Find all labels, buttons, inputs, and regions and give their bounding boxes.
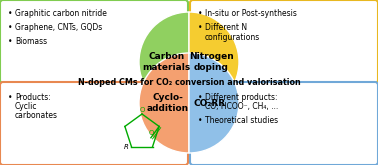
FancyBboxPatch shape bbox=[0, 0, 188, 83]
Text: •: • bbox=[198, 9, 203, 18]
Text: Carbon
materials: Carbon materials bbox=[143, 52, 191, 72]
Wedge shape bbox=[139, 12, 189, 112]
Text: Cyclo-
addition: Cyclo- addition bbox=[147, 93, 189, 113]
Text: CO, HCOO⁻, CH₄, ...: CO, HCOO⁻, CH₄, ... bbox=[205, 102, 278, 111]
Text: CO₂RR: CO₂RR bbox=[194, 99, 226, 108]
Text: Cyclic: Cyclic bbox=[15, 102, 37, 111]
Text: Graphene, CNTs, GQDs: Graphene, CNTs, GQDs bbox=[15, 23, 102, 32]
Text: O: O bbox=[148, 130, 153, 136]
FancyBboxPatch shape bbox=[190, 0, 378, 83]
Text: •: • bbox=[8, 23, 12, 32]
Text: •: • bbox=[198, 116, 203, 125]
Text: •: • bbox=[8, 37, 12, 46]
Text: configurations: configurations bbox=[205, 33, 260, 42]
Text: Different N: Different N bbox=[205, 23, 247, 32]
Wedge shape bbox=[189, 12, 239, 112]
Text: •: • bbox=[8, 93, 12, 102]
Wedge shape bbox=[189, 53, 239, 153]
Text: Graphitic carbon nitride: Graphitic carbon nitride bbox=[15, 9, 107, 18]
Text: •: • bbox=[198, 23, 203, 32]
Text: •: • bbox=[8, 9, 12, 18]
Text: In-situ or Post-synthesis: In-situ or Post-synthesis bbox=[205, 9, 297, 18]
FancyBboxPatch shape bbox=[0, 82, 188, 165]
Text: N-doped CMs for CO₂ conversion and valorisation: N-doped CMs for CO₂ conversion and valor… bbox=[77, 78, 301, 87]
Text: Nitrogen
doping: Nitrogen doping bbox=[189, 52, 234, 72]
Text: Theoretical studies: Theoretical studies bbox=[205, 116, 278, 125]
Text: •: • bbox=[198, 93, 203, 102]
Text: Products:: Products: bbox=[15, 93, 51, 102]
Text: O: O bbox=[139, 106, 145, 113]
Text: carbonates: carbonates bbox=[15, 111, 58, 120]
Text: Different products:: Different products: bbox=[205, 93, 277, 102]
Text: Biomass: Biomass bbox=[15, 37, 47, 46]
FancyBboxPatch shape bbox=[190, 82, 378, 165]
Text: R: R bbox=[124, 144, 129, 149]
Wedge shape bbox=[139, 53, 189, 153]
